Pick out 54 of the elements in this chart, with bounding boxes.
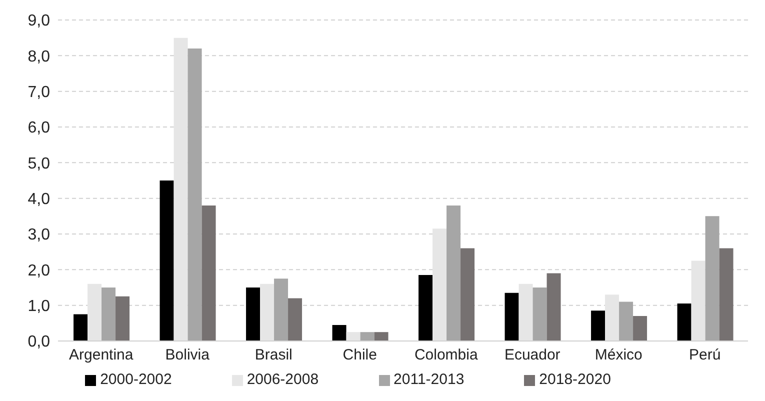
bar: [532, 288, 547, 341]
bar: [260, 284, 274, 341]
bar: [432, 228, 447, 341]
bar: [274, 278, 288, 341]
bar: [418, 275, 433, 341]
bar: [116, 296, 130, 341]
y-tick-label: 7,0: [28, 84, 50, 102]
bar: [360, 332, 374, 341]
y-tick-label: 9,0: [28, 12, 50, 30]
bar: [332, 324, 346, 341]
bar: [174, 38, 188, 341]
bar: [518, 284, 533, 341]
bar: [288, 298, 302, 341]
bar: [88, 284, 102, 341]
bar: [374, 332, 388, 341]
bar: [188, 48, 202, 341]
y-tick-label: 0,0: [28, 334, 50, 351]
bar: [246, 288, 260, 341]
legend-label: 2006-2008: [246, 371, 319, 388]
bar: [346, 332, 360, 341]
y-tick-label: 6,0: [28, 120, 50, 137]
bar: [202, 205, 216, 341]
bar: [677, 304, 692, 341]
bar: [705, 216, 720, 341]
bar: [460, 248, 475, 341]
y-tick-label: 1,0: [28, 298, 50, 316]
bar: [633, 316, 648, 341]
y-tick-label: 5,0: [28, 155, 50, 172]
y-tick-label: 8,0: [28, 48, 50, 66]
x-tick-label: Bolivia: [165, 346, 210, 364]
legend-label: 2000-2002: [100, 371, 172, 388]
y-tick-label: 3,0: [28, 226, 50, 244]
bar: [691, 260, 706, 341]
x-tick-label: Chile: [342, 346, 377, 364]
bar: [160, 180, 174, 341]
legend-label: 2018-2020: [539, 371, 611, 388]
bar: [619, 302, 634, 341]
x-tick-label: Argentina: [69, 346, 134, 364]
bar: [102, 288, 116, 341]
legend-label: 2011-2013: [394, 371, 464, 388]
bar: [446, 205, 461, 341]
bar: [605, 294, 620, 341]
bar: [591, 310, 606, 341]
x-tick-label: Ecuador: [504, 346, 560, 364]
bar: [546, 273, 561, 341]
bar: [504, 292, 519, 341]
y-tick-label: 4,0: [28, 191, 50, 208]
x-tick-label: México: [594, 346, 642, 364]
bar: [74, 314, 88, 341]
y-tick-label: 2,0: [28, 262, 50, 280]
bar: [719, 248, 734, 341]
x-tick-label: Colombia: [414, 346, 478, 364]
x-tick-label: Brasil: [254, 346, 292, 364]
x-tick-label: Perú: [689, 346, 721, 364]
